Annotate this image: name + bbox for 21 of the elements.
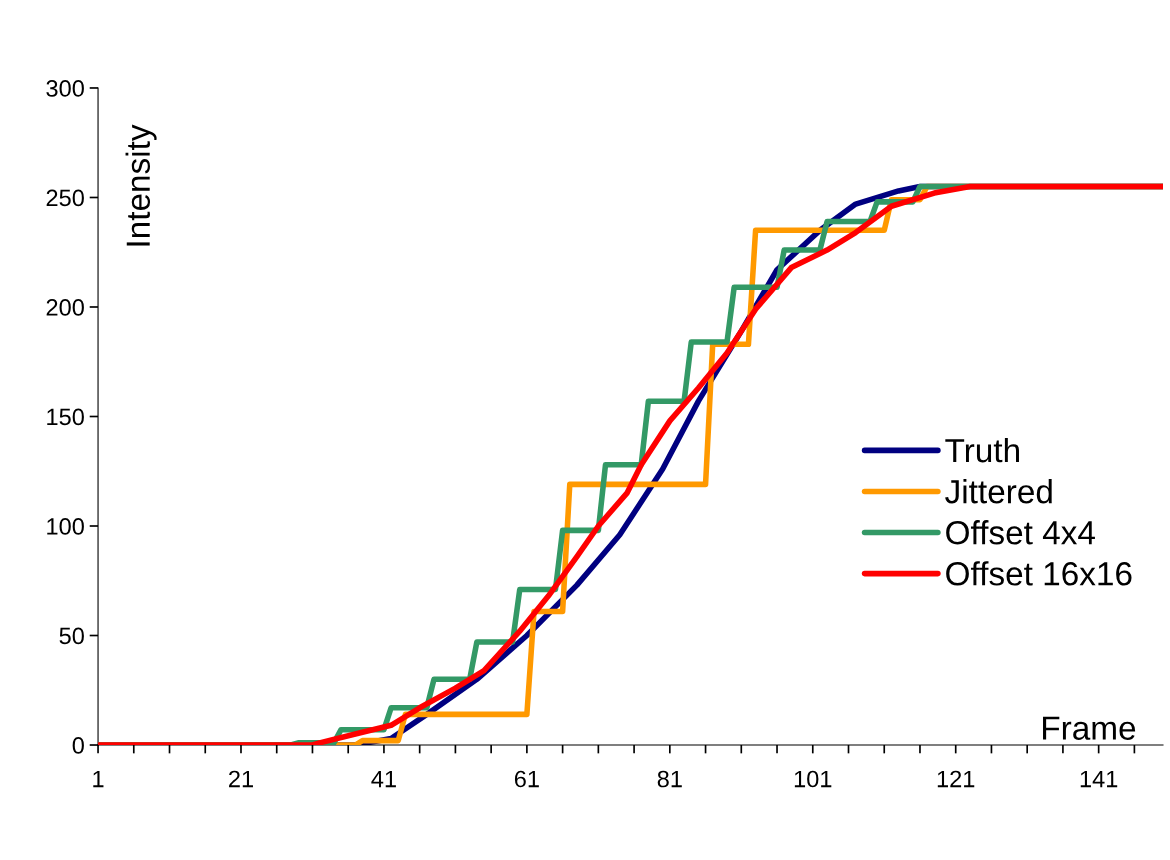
x-axis-title: Frame	[1043, 716, 1136, 740]
legend-label: Offset 4x4	[946, 520, 1095, 545]
x-tick-label: 141	[1080, 770, 1118, 788]
legend-label: Offset 16x16	[946, 561, 1132, 586]
x-tick-label: 21	[229, 770, 253, 788]
y-axis-title: Intensity	[125, 124, 157, 246]
x-tick-label: 121	[937, 770, 975, 788]
x-tick-label: 81	[657, 770, 682, 788]
x-tick-label: 1	[93, 770, 104, 788]
y-tick-label: 200	[46, 299, 84, 316]
y-tick-label: 100	[47, 518, 84, 535]
y-tick-label: 300	[46, 80, 84, 97]
legend-label: Truth	[945, 437, 1019, 463]
y-tick-label: 0	[72, 737, 84, 754]
x-tick-label: 61	[514, 770, 539, 788]
y-tick-label: 150	[47, 408, 84, 426]
y-tick-label: 50	[59, 627, 84, 645]
x-tick-label: 101	[794, 770, 832, 788]
y-tick-label: 250	[46, 189, 84, 207]
legend-label: Jittered	[945, 478, 1052, 504]
x-tick-label: 41	[371, 770, 396, 788]
